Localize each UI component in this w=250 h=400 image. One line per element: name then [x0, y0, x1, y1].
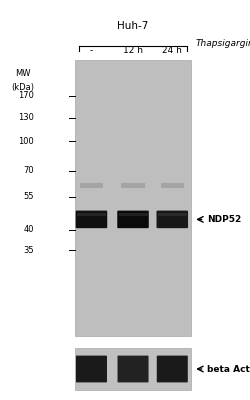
Bar [75, 348, 190, 390]
Text: -: - [90, 46, 93, 55]
FancyBboxPatch shape [76, 356, 106, 382]
Bar [75, 60, 190, 336]
Text: beta Actin: beta Actin [206, 364, 250, 374]
FancyBboxPatch shape [117, 210, 148, 228]
Bar [157, 213, 186, 216]
Text: 170: 170 [18, 91, 34, 100]
Text: (kDa): (kDa) [11, 83, 34, 92]
Bar [121, 183, 144, 188]
Text: 100: 100 [18, 137, 34, 146]
Text: MW: MW [15, 69, 30, 78]
Bar [80, 183, 102, 188]
Text: Huh-7: Huh-7 [117, 21, 148, 31]
Bar [118, 213, 147, 216]
Text: 40: 40 [23, 225, 34, 234]
FancyBboxPatch shape [117, 356, 148, 382]
FancyBboxPatch shape [156, 356, 187, 382]
Text: Thapsigargin: Thapsigargin [195, 39, 250, 48]
Text: 35: 35 [23, 246, 34, 255]
FancyBboxPatch shape [76, 210, 107, 228]
FancyBboxPatch shape [156, 210, 187, 228]
Text: 24 h: 24 h [162, 46, 182, 55]
Text: 130: 130 [18, 114, 34, 122]
Text: 12 h: 12 h [122, 46, 142, 55]
Bar [77, 213, 106, 216]
Text: NDP52: NDP52 [206, 215, 240, 224]
Text: 55: 55 [23, 192, 34, 201]
Text: 70: 70 [23, 166, 34, 176]
Bar [160, 183, 183, 188]
